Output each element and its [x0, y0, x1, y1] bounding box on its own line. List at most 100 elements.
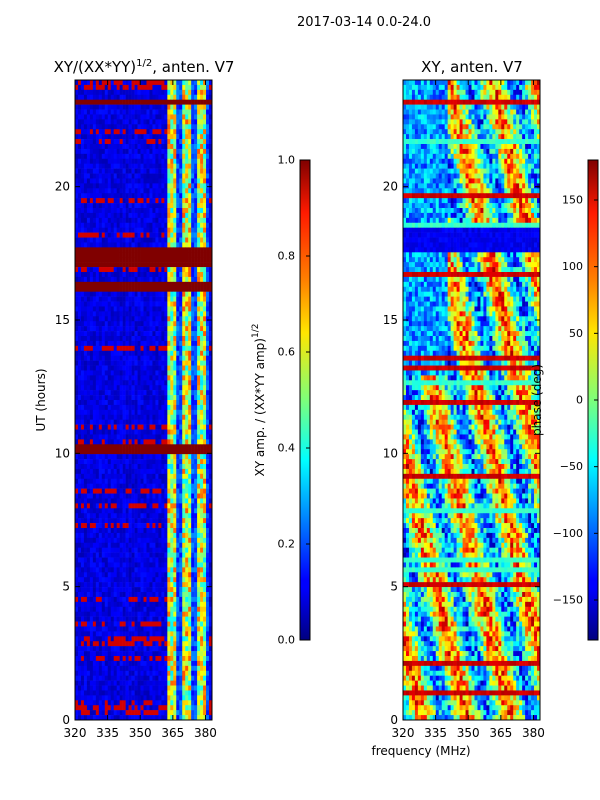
- amplitude-heatmap-cell: [125, 311, 129, 317]
- amplitude-heatmap-cell: [140, 296, 144, 302]
- amplitude-heatmap-cell: [89, 247, 94, 253]
- amplitude-heatmap-cell: [200, 518, 204, 524]
- amplitude-heatmap-cell: [197, 459, 201, 465]
- amplitude-heatmap-cell: [197, 518, 201, 524]
- amplitude-heatmap-cell: [170, 144, 174, 150]
- amplitude-heatmap-cell: [206, 158, 210, 164]
- amplitude-heatmap-cell: [92, 311, 97, 317]
- amplitude-heatmap-cell: [83, 262, 88, 268]
- amplitude-heatmap-cell: [77, 134, 82, 140]
- amplitude-heatmap-cell: [197, 567, 201, 573]
- amplitude-heatmap-cell: [86, 429, 91, 435]
- amplitude-heatmap-cell: [77, 316, 82, 322]
- amplitude-heatmap-cell: [206, 198, 210, 204]
- amplitude-heatmap-cell: [116, 498, 120, 504]
- amplitude-heatmap-cell: [167, 606, 171, 612]
- amplitude-heatmap-cell: [203, 99, 207, 105]
- amplitude-heatmap-cell: [83, 296, 88, 302]
- amplitude-heatmap-cell: [209, 478, 212, 484]
- amplitude-heatmap-cell: [131, 134, 135, 140]
- amplitude-heatmap-cell: [176, 596, 180, 603]
- amplitude-heatmap-cell: [203, 306, 207, 312]
- amplitude-heatmap-cell: [182, 365, 186, 371]
- amplitude-heatmap-cell: [86, 272, 91, 278]
- amplitude-heatmap-cell: [116, 478, 120, 484]
- amplitude-heatmap-cell: [161, 104, 165, 110]
- amplitude-heatmap-cell: [101, 267, 106, 273]
- amplitude-heatmap-cell: [167, 183, 171, 189]
- amplitude-heatmap-cell: [80, 596, 85, 603]
- amplitude-heatmap-cell: [75, 109, 79, 115]
- amplitude-heatmap-cell: [194, 178, 198, 184]
- amplitude-heatmap-cell: [101, 281, 106, 288]
- amplitude-heatmap-cell: [119, 222, 123, 228]
- amplitude-heatmap-cell: [80, 94, 85, 100]
- amplitude-heatmap-cell: [131, 267, 135, 273]
- amplitude-heatmap-cell: [170, 139, 174, 145]
- amplitude-heatmap-cell: [191, 119, 195, 125]
- amplitude-heatmap-cell: [95, 286, 100, 292]
- amplitude-heatmap-cell: [185, 592, 189, 598]
- amplitude-heatmap-cell: [164, 355, 168, 361]
- amplitude-heatmap-cell: [191, 163, 195, 169]
- amplitude-heatmap-cell: [107, 414, 112, 420]
- amplitude-heatmap-cell: [98, 119, 103, 125]
- amplitude-heatmap-cell: [104, 360, 109, 366]
- amplitude-heatmap-cell: [194, 119, 198, 125]
- amplitude-heatmap-cell: [77, 311, 82, 317]
- amplitude-heatmap-cell: [200, 542, 204, 548]
- amplitude-heatmap-cell: [161, 311, 165, 317]
- amplitude-heatmap-cell: [122, 173, 126, 179]
- amplitude-heatmap-cell: [194, 518, 198, 524]
- amplitude-heatmap-cell: [128, 375, 132, 381]
- amplitude-heatmap-cell: [182, 468, 186, 475]
- amplitude-heatmap-cell: [107, 114, 112, 120]
- amplitude-heatmap-cell: [134, 400, 138, 406]
- amplitude-heatmap-cell: [140, 414, 144, 420]
- amplitude-heatmap-cell: [137, 542, 141, 548]
- amplitude-heatmap-cell: [197, 375, 201, 381]
- amplitude-heatmap-cell: [197, 434, 201, 440]
- amplitude-heatmap-cell: [185, 340, 189, 347]
- amplitude-heatmap-cell: [113, 168, 117, 174]
- amplitude-heatmap-cell: [206, 513, 210, 519]
- amplitude-heatmap-cell: [122, 281, 126, 288]
- amplitude-heatmap-cell: [128, 513, 132, 519]
- amplitude-heatmap-cell: [149, 493, 153, 499]
- amplitude-heatmap-cell: [182, 414, 186, 420]
- amplitude-heatmap-cell: [173, 464, 177, 470]
- amplitude-heatmap-cell: [110, 94, 115, 100]
- amplitude-heatmap-cell: [86, 468, 91, 475]
- amplitude-heatmap-cell: [173, 523, 177, 529]
- amplitude-heatmap-cell: [110, 532, 115, 539]
- amplitude-heatmap-cell: [128, 537, 132, 544]
- amplitude-heatmap-cell: [119, 557, 123, 563]
- amplitude-heatmap-cell: [92, 272, 97, 278]
- amplitude-heatmap-cell: [206, 404, 210, 411]
- amplitude-heatmap-cell: [75, 532, 79, 539]
- amplitude-heatmap-cell: [98, 434, 103, 440]
- amplitude-heatmap-cell: [170, 439, 174, 445]
- amplitude-heatmap-cell: [131, 360, 135, 366]
- amplitude-heatmap-cell: [200, 296, 204, 302]
- amplitude-heatmap-cell: [209, 119, 212, 125]
- amplitude-heatmap-cell: [146, 370, 150, 376]
- amplitude-heatmap-cell: [173, 104, 177, 110]
- amplitude-heatmap-cell: [170, 390, 174, 396]
- amplitude-heatmap-cell: [140, 567, 144, 573]
- amplitude-heatmap-cell: [206, 296, 210, 302]
- amplitude-heatmap-cell: [209, 409, 212, 416]
- amplitude-heatmap-cell: [137, 217, 141, 224]
- amplitude-heatmap-cell: [209, 400, 212, 406]
- amplitude-heatmap-cell: [182, 257, 186, 263]
- amplitude-heatmap-cell: [206, 542, 210, 548]
- amplitude-heatmap-cell: [116, 468, 120, 475]
- amplitude-heatmap-cell: [137, 331, 141, 337]
- amplitude-heatmap-cell: [77, 109, 82, 115]
- amplitude-heatmap-cell: [188, 395, 192, 401]
- amplitude-heatmap-cell: [95, 468, 100, 475]
- amplitude-heatmap-cell: [140, 493, 144, 499]
- amplitude-heatmap-cell: [143, 119, 147, 125]
- amplitude-heatmap-cell: [143, 331, 147, 337]
- amplitude-heatmap-cell: [203, 139, 207, 145]
